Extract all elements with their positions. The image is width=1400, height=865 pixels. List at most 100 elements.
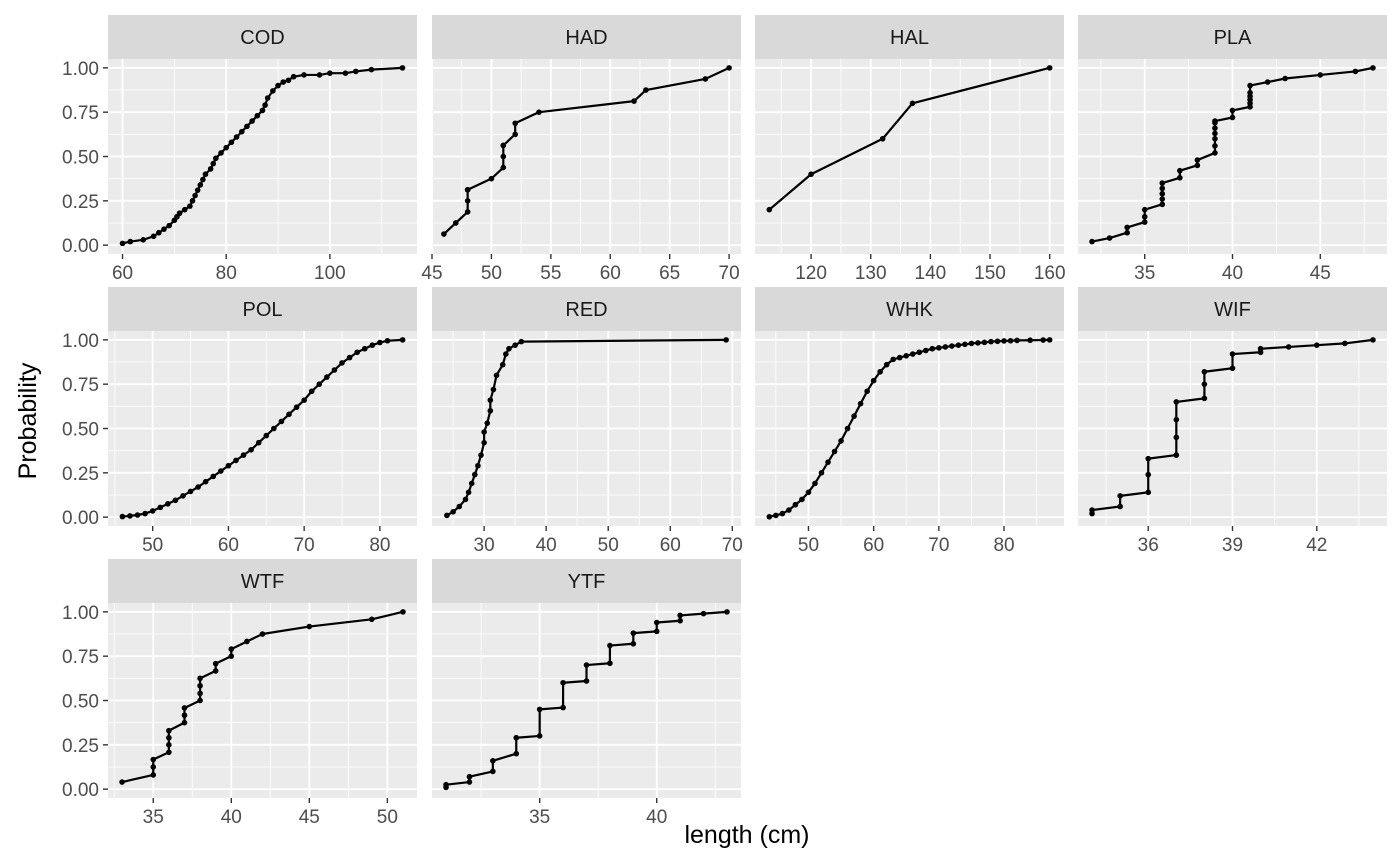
y-tick-label: 0.00	[62, 780, 99, 801]
ecdf-point	[890, 356, 897, 363]
x-tick-label: 35	[529, 807, 550, 828]
ecdf-point	[197, 182, 204, 188]
ecdf-point	[255, 439, 262, 446]
ecdf-point	[248, 446, 254, 453]
ecdf-point	[1194, 157, 1201, 163]
x-tick-label: 60	[218, 535, 239, 556]
ecdf-point	[1229, 365, 1236, 372]
ecdf-point	[278, 418, 285, 425]
ecdf-point	[228, 653, 235, 659]
x-tick-label: 45	[1310, 263, 1331, 284]
ecdf-point	[1141, 213, 1148, 220]
ecdf-point	[331, 367, 338, 373]
x-tick-label: 70	[928, 535, 949, 556]
ecdf-point	[968, 340, 975, 347]
ecdf-point	[134, 512, 141, 518]
ecdf-point	[1257, 345, 1264, 352]
ecdf-point	[962, 341, 968, 348]
ecdf-point	[1212, 130, 1218, 137]
ecdf-point	[316, 72, 323, 78]
ecdf-point	[202, 478, 209, 485]
ecdf-point	[472, 471, 478, 478]
ecdf-point	[377, 339, 383, 346]
y-tick-label: 0.50	[62, 420, 99, 441]
ecdf-point	[464, 198, 471, 204]
y-tick-label: 0.25	[62, 464, 99, 485]
ecdf-point	[1117, 503, 1123, 510]
ecdf-point	[723, 337, 729, 343]
y-tick-label: 0.50	[62, 148, 99, 169]
ecdf-point	[212, 668, 219, 674]
ecdf-point	[353, 68, 359, 75]
ecdf-point	[909, 351, 916, 357]
facet-panels: COD 60 80 100 0.00 0.25 0.50 0.75 1.00 HAD 45 50 55 6…	[62, 15, 1387, 828]
ecdf-point	[181, 712, 188, 719]
ecdf-point	[264, 95, 271, 101]
ecdf-point	[399, 337, 406, 343]
y-tick-label: 0.75	[62, 375, 99, 396]
ecdf-point	[1177, 167, 1183, 174]
ecdf-series-line	[444, 610, 728, 788]
facet-strip-label: YTF	[568, 571, 606, 593]
ecdf-point	[280, 79, 287, 85]
ecdf-point	[499, 361, 506, 368]
ecdf-point	[702, 76, 709, 82]
ecdf-point	[1370, 337, 1376, 343]
ecdf-point	[1173, 399, 1180, 405]
facet-strip-label: HAD	[565, 27, 607, 49]
ecdf-point	[484, 420, 491, 426]
ecdf-point	[197, 690, 203, 697]
ecdf-point	[452, 220, 459, 226]
facet-strip	[755, 15, 1064, 59]
ecdf-point	[165, 501, 171, 507]
ecdf-series-line	[446, 338, 727, 517]
ecdf-point	[342, 70, 349, 76]
x-tick-label: 65	[659, 263, 680, 284]
ecdf-point	[513, 734, 520, 741]
ecdf-point	[1264, 79, 1271, 85]
x-tick-label: 30	[474, 535, 495, 556]
ecdf-point	[1046, 337, 1053, 343]
facet-strip	[1078, 287, 1387, 331]
facet-strip-label: COD	[240, 27, 284, 49]
ecdf-point	[444, 512, 450, 519]
ecdf-point	[181, 719, 188, 726]
x-tick-label: 130	[855, 263, 887, 284]
ecdf-point	[462, 496, 469, 503]
ecdf-point	[142, 510, 148, 517]
x-tick-label: 150	[974, 263, 1006, 284]
ecdf-point	[400, 609, 406, 615]
ecdf-point	[512, 342, 518, 348]
ecdf-point	[1177, 174, 1183, 181]
ecdf-point	[157, 504, 164, 511]
facet-panel-wif: WIF 36 39 42	[1078, 287, 1387, 556]
ecdf-point	[166, 749, 172, 756]
y-tick-label: 1.00	[62, 603, 99, 624]
ecdf-point	[1124, 224, 1130, 231]
ecdf-point	[879, 135, 886, 142]
ecdf-point	[464, 186, 471, 193]
x-tick-label: 39	[1222, 535, 1243, 556]
ecdf-point	[1145, 455, 1152, 462]
ecdf-point	[194, 187, 201, 193]
ecdf-point	[1342, 340, 1348, 347]
x-tick-label: 45	[299, 807, 320, 828]
ecdf-point	[202, 171, 209, 178]
ecdf-point	[166, 734, 172, 741]
ecdf-point	[490, 757, 496, 764]
ecdf-point	[1212, 143, 1218, 149]
ecdf-point	[238, 128, 245, 135]
ecdf-point	[293, 404, 300, 411]
ecdf-point	[922, 347, 929, 354]
ecdf-point	[857, 400, 864, 407]
ecdf-point	[1124, 229, 1130, 236]
facet-strip-label: WTF	[241, 571, 284, 593]
facet-panel-whk: WHK 50 60 70 80	[755, 287, 1064, 556]
ecdf-point	[443, 781, 449, 788]
ecdf-point	[223, 144, 230, 151]
ecdf-point	[368, 616, 375, 623]
y-tick-label: 0.00	[62, 236, 99, 257]
ecdf-point	[896, 354, 903, 361]
ecdf-point	[1173, 434, 1180, 441]
